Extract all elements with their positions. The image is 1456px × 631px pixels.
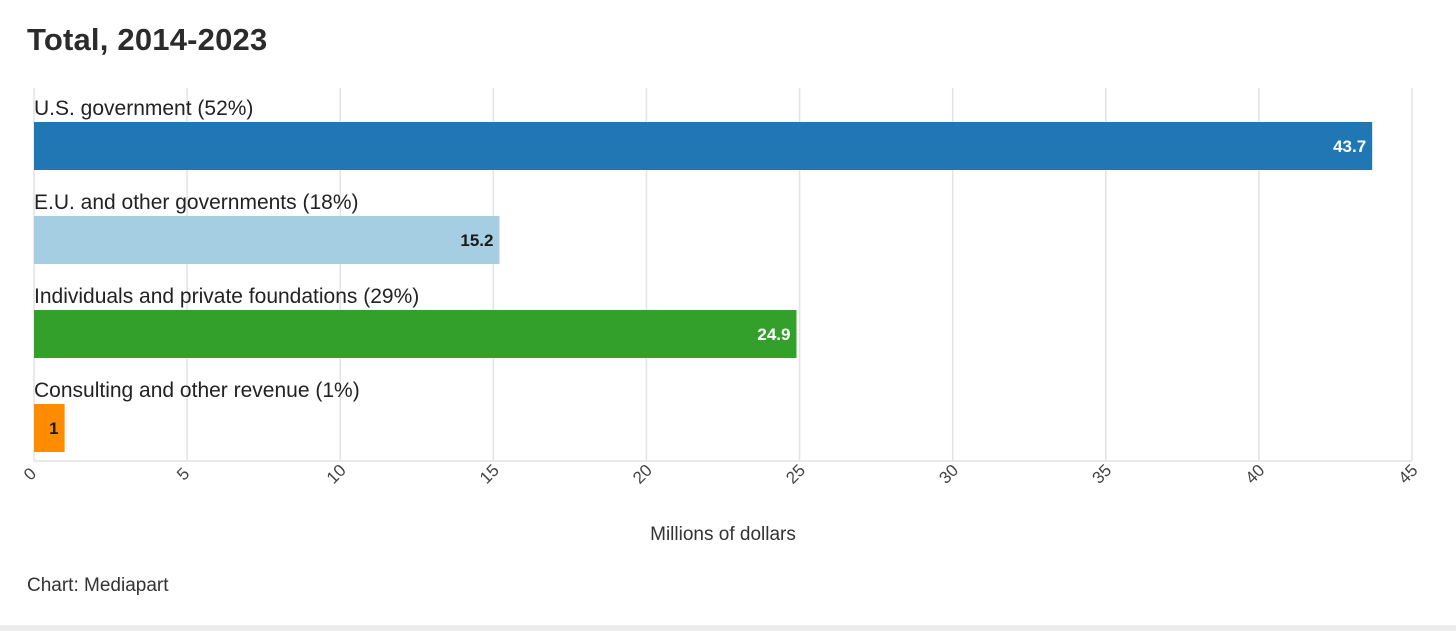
- x-tick-label: 5: [173, 464, 193, 484]
- bar-value-label: 43.7: [1333, 137, 1366, 156]
- bar-category-label: Individuals and private foundations (29%…: [34, 285, 419, 308]
- chart-title: Total, 2014-2023: [27, 22, 268, 57]
- bar-category-label: U.S. government (52%): [34, 97, 253, 120]
- bar-chart: U.S. government (52%) 43.7 E.U. and other …: [20, 88, 1422, 545]
- bar-category-label: Consulting and other revenue (1%): [34, 379, 360, 402]
- bar-value-label: 1: [49, 419, 58, 438]
- x-tick-label: 45: [1395, 461, 1422, 488]
- bar: [34, 310, 797, 358]
- bars: U.S. government (52%) 43.7 E.U. and other …: [34, 97, 1373, 452]
- bar: [34, 216, 500, 264]
- bottom-divider: [0, 625, 1456, 631]
- chart-source: Chart: Mediapart: [27, 575, 169, 596]
- x-tick-label: 0: [20, 464, 40, 484]
- x-tick-label: 40: [1242, 461, 1269, 488]
- x-tick-label: 35: [1088, 461, 1115, 488]
- x-tick-label: 20: [629, 461, 656, 488]
- bar: [34, 404, 65, 452]
- x-axis-ticks: 0 5 10 15 20 25 30 35 40 45: [20, 461, 1421, 488]
- x-tick-label: 10: [323, 461, 350, 488]
- x-tick-label: 25: [782, 461, 809, 488]
- x-tick-label: 30: [935, 461, 962, 488]
- bar-value-label: 24.9: [757, 325, 790, 344]
- x-tick-label: 15: [476, 461, 503, 488]
- bar-value-label: 15.2: [460, 231, 493, 250]
- x-axis-title: Millions of dollars: [650, 524, 796, 545]
- bar: [34, 122, 1373, 170]
- bar-category-label: E.U. and other governments (18%): [34, 191, 359, 214]
